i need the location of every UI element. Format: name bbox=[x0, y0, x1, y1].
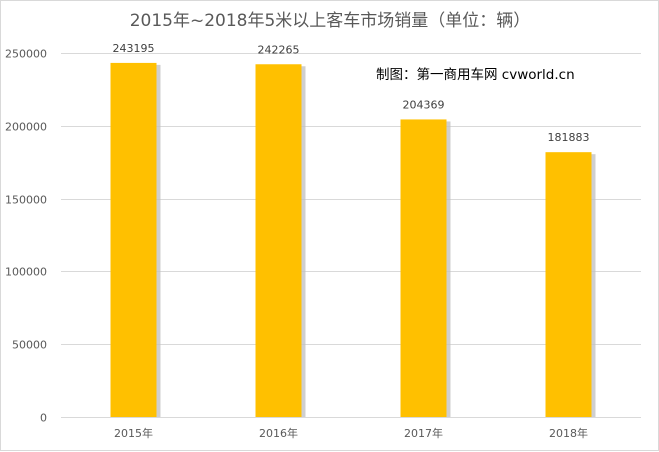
data-label: 204369 bbox=[403, 98, 445, 111]
x-tick-label: 2018年 bbox=[549, 426, 588, 440]
y-tick-label: 250000 bbox=[5, 48, 47, 61]
y-tick-label: 150000 bbox=[5, 194, 47, 207]
x-tick-label: 2016年 bbox=[259, 426, 298, 440]
bar bbox=[255, 64, 302, 418]
x-tick-label: 2015年 bbox=[114, 426, 153, 440]
chart-credit: 制图：第一商用车网 cvworld.cn bbox=[376, 66, 575, 83]
y-axis-ticks: 0 50000 100000 150000 200000 250000 bbox=[5, 48, 47, 425]
y-tick-label: 200000 bbox=[5, 121, 47, 134]
bar bbox=[110, 62, 157, 417]
x-axis-ticks: 2015年 2016年 2017年 2018年 bbox=[114, 426, 588, 440]
y-tick-label: 50000 bbox=[12, 339, 47, 352]
data-label: 243195 bbox=[113, 42, 155, 55]
y-tick-label: 100000 bbox=[5, 266, 47, 279]
bars bbox=[110, 62, 596, 418]
bar bbox=[400, 119, 447, 418]
data-labels: 243195 242265 204369 181883 bbox=[113, 42, 590, 144]
bar bbox=[545, 152, 592, 417]
data-label: 181883 bbox=[548, 131, 590, 144]
data-label: 242265 bbox=[258, 43, 300, 56]
chart-title: 2015年~2018年5米以上客车市场销量（单位：辆） bbox=[130, 11, 531, 31]
y-tick-label: 0 bbox=[40, 412, 47, 425]
x-tick-label: 2017年 bbox=[404, 426, 443, 440]
